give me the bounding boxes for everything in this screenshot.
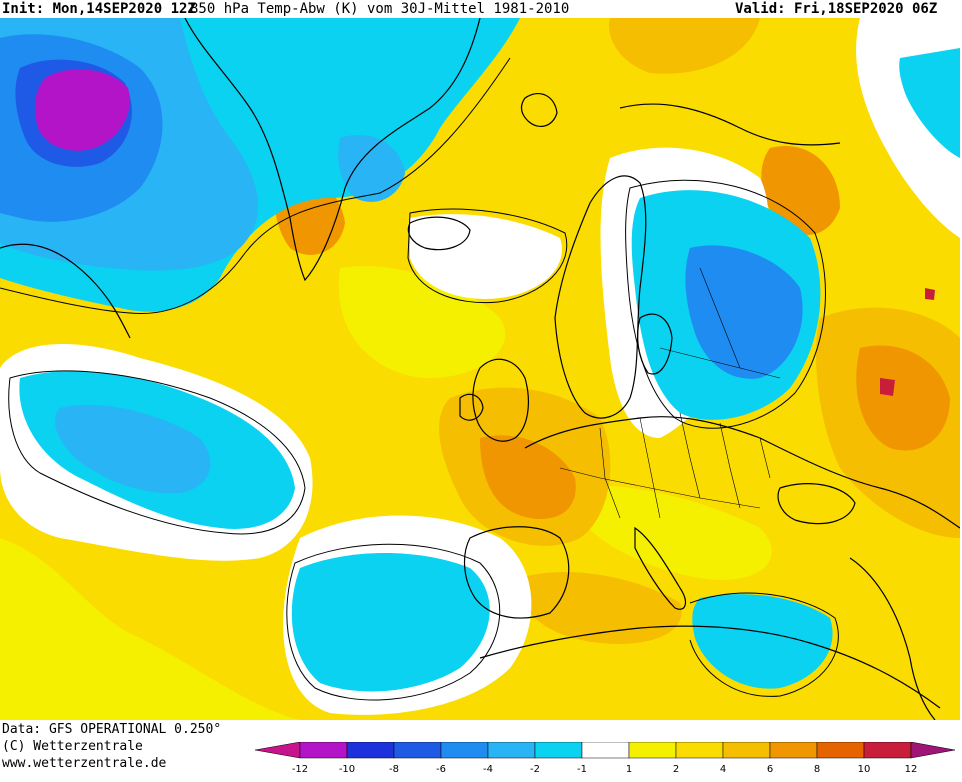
legend-tick-label: 2 (673, 764, 679, 775)
legend-swatch (487, 741, 536, 759)
legend-swatch (863, 741, 912, 759)
legend-swatch (628, 741, 677, 759)
data-source-label: Data: GFS OPERATIONAL 0.250° (2, 722, 222, 737)
map-header: Init: Mon,14SEP2020 12Z 850 hPa Temp-Abw… (0, 0, 962, 18)
legend-swatch (534, 741, 583, 759)
legend-tick-label: 6 (767, 764, 773, 775)
anomaly-area-cyan (692, 594, 833, 689)
copyright-label: (C) Wetterzentrale (2, 739, 143, 754)
anomaly-area-near-zero (410, 214, 562, 299)
anomaly-area-cyan (338, 134, 405, 202)
legend-tick-label: -1 (577, 764, 587, 775)
color-scale-legend: -12 -10 -8 -6 -4 -2 -1 1 2 4 6 8 10 12 (254, 741, 956, 778)
legend-swatch (675, 741, 724, 759)
legend-swatch (816, 741, 865, 759)
anomaly-area-light-yellow (0, 538, 300, 720)
legend-arrow-right (910, 741, 956, 759)
anomaly-area-blue (55, 404, 211, 494)
legend-swatch (581, 741, 630, 759)
anomaly-area-blue (685, 245, 803, 379)
anomaly-area-dark-orange (856, 345, 950, 451)
legend-swatch (346, 741, 395, 759)
legend-swatch (393, 741, 442, 759)
legend-swatches (254, 741, 956, 759)
anomaly-area-light-yellow (560, 485, 772, 580)
legend-tick-label: -8 (389, 764, 399, 775)
zero-contours (0, 57, 839, 701)
valid-time: Valid: Fri,18SEP2020 06Z (735, 1, 938, 17)
legend-ticks: -12 -10 -8 -6 -4 -2 -1 1 2 4 6 8 10 12 (292, 764, 918, 775)
website-label: www.wetterzentrale.de (2, 756, 167, 771)
map-footer: Data: GFS OPERATIONAL 0.250° (C) Wetterz… (0, 720, 962, 779)
anomaly-area-orange (519, 572, 682, 644)
coastlines (0, 18, 960, 720)
legend-swatch (440, 741, 489, 759)
anomaly-area-red (925, 288, 935, 300)
legend-tick-label: 4 (720, 764, 726, 775)
legend-tick-label: -6 (436, 764, 446, 775)
anomaly-area-orange (761, 146, 840, 235)
country-borders (559, 267, 781, 519)
map-title: 850 hPa Temp-Abw (K) vom 30J-Mittel 1981… (190, 1, 570, 17)
anomaly-area-dark-orange (480, 435, 576, 519)
legend-swatch (722, 741, 771, 759)
legend-tick-label: -12 (292, 764, 308, 775)
temperature-anomaly-map (0, 18, 960, 720)
legend-arrow-left (254, 741, 301, 759)
legend-tick-label: -4 (483, 764, 493, 775)
legend-tick-label: 12 (905, 764, 918, 775)
anomaly-area-magenta (34, 69, 130, 151)
anomaly-area-cyan (291, 553, 490, 692)
legend-tick-label: -10 (339, 764, 355, 775)
anomaly-area-orange (609, 18, 760, 74)
legend-swatch (299, 741, 348, 759)
init-time: Init: Mon,14SEP2020 12Z (2, 1, 196, 17)
legend-tick-label: -2 (530, 764, 540, 775)
anomaly-area-cyan (899, 48, 960, 158)
anomaly-area-red (880, 378, 895, 396)
legend-tick-label: 1 (626, 764, 632, 775)
legend-swatch (769, 741, 818, 759)
legend-tick-label: 10 (858, 764, 871, 775)
legend-tick-label: 8 (814, 764, 820, 775)
